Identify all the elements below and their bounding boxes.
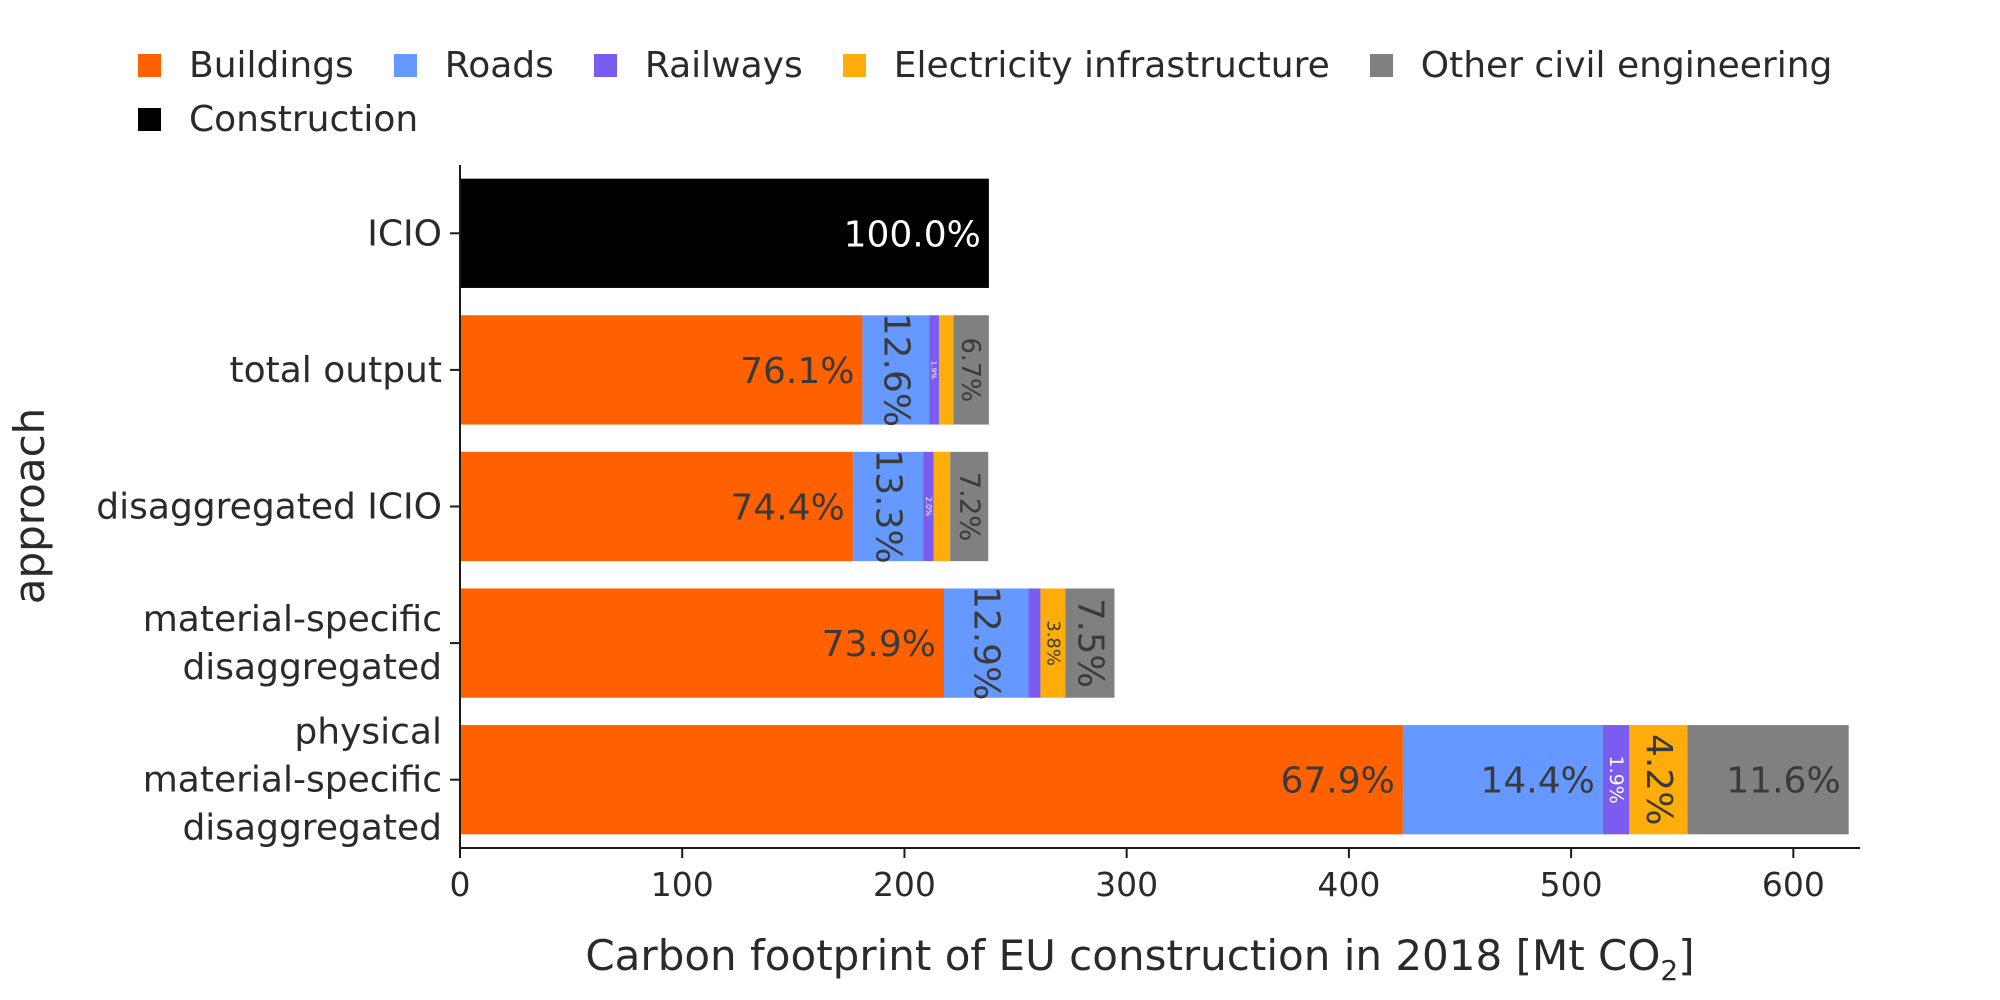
data-label: 67.9% bbox=[1281, 761, 1395, 802]
data-label: 74.4% bbox=[731, 488, 845, 529]
legend-label: Construction bbox=[189, 98, 419, 140]
legend-label: Other civil engineering bbox=[1420, 44, 1833, 86]
legend-label: Roads bbox=[444, 44, 554, 86]
y-tick-label: ICIO bbox=[367, 213, 442, 254]
data-label: 2.0% bbox=[924, 497, 933, 517]
data-label: 1.9% bbox=[930, 361, 939, 379]
legend-item-other-civil-engineering[interactable]: Other civil engineering bbox=[1369, 44, 1833, 86]
bar-roads bbox=[852, 451, 924, 562]
legend-item-buildings[interactable]: Buildings bbox=[138, 45, 354, 86]
legend-swatch bbox=[593, 53, 617, 77]
legend-label: Railways bbox=[644, 44, 803, 86]
legend-swatch bbox=[393, 53, 417, 77]
legend-item-railways[interactable]: Railways bbox=[593, 44, 803, 86]
y-tick-label: disaggregated ICIO bbox=[96, 487, 442, 528]
data-label: 76.1% bbox=[740, 351, 854, 392]
bar-other-civil-engineering bbox=[1687, 725, 1849, 835]
bar-railways bbox=[929, 315, 940, 425]
bar-roads bbox=[944, 588, 1029, 698]
bar-other-civil-engineering bbox=[953, 315, 989, 425]
y-tick-label: total output bbox=[229, 350, 442, 391]
x-axis-title: Carbon footprint of EU construction in 2… bbox=[585, 931, 1694, 987]
data-label: 7.5% bbox=[1069, 598, 1110, 688]
legend-row: Buildings Roads Railways Electricity infras… bbox=[138, 38, 1958, 92]
legend-row: Construction bbox=[138, 92, 1958, 146]
bar-roads bbox=[1402, 725, 1603, 835]
legend-item-roads[interactable]: Roads bbox=[393, 44, 554, 86]
bar-buildings bbox=[460, 588, 944, 698]
legend-item-electricity-infrastructure[interactable]: Electricity infrastructure bbox=[842, 44, 1330, 86]
legend-label: Electricity infrastructure bbox=[893, 44, 1330, 86]
legend-swatch bbox=[1369, 53, 1393, 77]
y-tick-label: disaggregated bbox=[182, 808, 442, 849]
x-tick-label: 0 bbox=[450, 865, 471, 904]
legend-swatch bbox=[138, 107, 161, 131]
bar-other-civil-engineering bbox=[1065, 588, 1115, 698]
bar-other-civil-engineering bbox=[950, 451, 989, 562]
y-tick-label: disaggregated bbox=[182, 647, 442, 688]
y-axis-title: approach bbox=[5, 408, 54, 605]
bar-electricity-infrastructure bbox=[939, 315, 954, 425]
x-tick-label: 400 bbox=[1317, 865, 1380, 904]
data-label: 6.7% bbox=[956, 338, 986, 403]
y-tick-label: physical bbox=[294, 712, 442, 753]
bar-buildings bbox=[460, 451, 853, 562]
legend: Buildings Roads Railways Electricity infras… bbox=[138, 38, 1958, 146]
y-tick-label: material-specific bbox=[143, 599, 442, 640]
y-tick-label: material-specific bbox=[143, 760, 442, 801]
x-axis-title-subscript: 2 bbox=[1660, 954, 1678, 987]
data-label: 3.8% bbox=[1042, 620, 1063, 666]
bar-buildings bbox=[460, 315, 863, 425]
x-axis-title-end: ] bbox=[1678, 931, 1694, 980]
legend-item-construction[interactable]: Construction bbox=[138, 99, 418, 140]
bar-railways bbox=[1028, 588, 1041, 698]
legend-swatch bbox=[842, 53, 866, 77]
x-tick-label: 100 bbox=[651, 865, 714, 904]
data-label: 14.4% bbox=[1481, 761, 1595, 802]
bar-construction bbox=[460, 178, 989, 288]
data-label: 100.0% bbox=[844, 214, 981, 255]
legend-swatch bbox=[138, 53, 161, 77]
data-label: 12.9% bbox=[966, 586, 1007, 700]
data-label: 1.9% bbox=[1605, 756, 1627, 804]
data-label: 7.2% bbox=[954, 472, 985, 542]
legend-label: Buildings bbox=[189, 44, 354, 86]
bar-electricity-infrastructure bbox=[1040, 588, 1066, 698]
bar-electricity-infrastructure bbox=[1629, 725, 1688, 835]
bar-railways bbox=[923, 451, 934, 562]
data-label: 13.3% bbox=[868, 449, 909, 563]
x-tick-label: 500 bbox=[1540, 865, 1603, 904]
data-label: 4.2% bbox=[1638, 734, 1679, 825]
data-label: 73.9% bbox=[822, 624, 936, 665]
x-tick-label: 200 bbox=[873, 865, 936, 904]
plot-area: 100.0% 76.1% 12.6% 1.9% 6.7% 74.4% 13.3% 2.0% 7.… bbox=[96, 165, 1860, 904]
bar-buildings bbox=[460, 725, 1403, 835]
bar-electricity-infrastructure bbox=[933, 451, 951, 562]
x-axis-title-main: Carbon footprint of EU construction in 2… bbox=[585, 931, 1660, 980]
data-label: 11.6% bbox=[1726, 761, 1840, 802]
data-label: 12.6% bbox=[875, 313, 916, 427]
x-tick-label: 600 bbox=[1762, 865, 1825, 904]
bar-roads bbox=[862, 315, 930, 425]
x-tick-label: 300 bbox=[1095, 865, 1158, 904]
bar-railways bbox=[1602, 725, 1630, 835]
